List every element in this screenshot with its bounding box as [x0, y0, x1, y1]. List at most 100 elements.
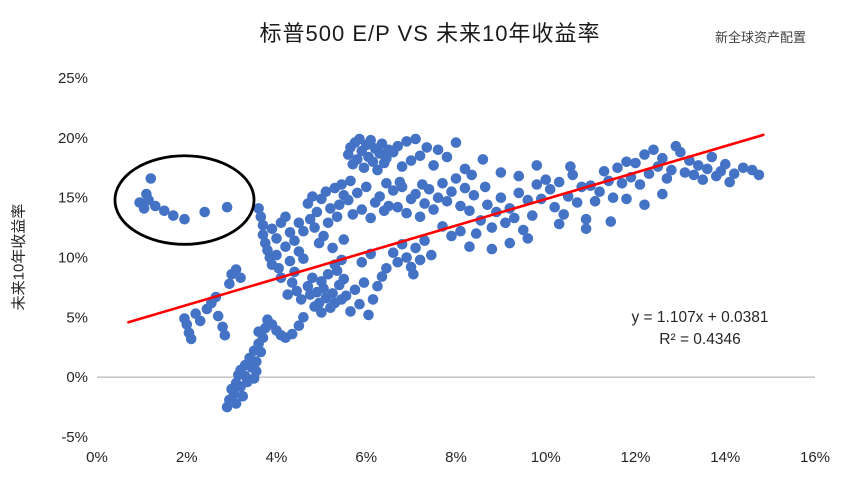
scatter-point [311, 206, 323, 218]
scatter-point [410, 188, 421, 200]
y-tick-label: 10% [58, 250, 88, 267]
scatter-point [309, 222, 320, 233]
scatter-point [255, 346, 267, 358]
trendline-equation: y = 1.107x + 0.0381 R² = 0.4346 [585, 307, 815, 351]
scatter-point [720, 158, 731, 170]
x-tick-label: 14% [710, 449, 740, 466]
annotation-ellipse [113, 154, 256, 246]
scatter-point [221, 201, 233, 213]
scatter-point [381, 178, 392, 189]
scatter-point [464, 205, 475, 217]
scatter-point [291, 285, 303, 297]
x-tick-label: 6% [355, 449, 377, 466]
scatter-point [271, 233, 282, 244]
scatter-point [322, 217, 334, 229]
scatter-point [383, 200, 395, 212]
scatter-point [327, 242, 338, 254]
scatter-point [419, 235, 430, 246]
scatter-point [565, 161, 576, 172]
scatter-point [143, 194, 154, 206]
scatter-point [414, 150, 426, 162]
scatter-point [352, 187, 363, 199]
scatter-point [531, 160, 543, 171]
scatter-point [693, 160, 704, 171]
scatter-point [401, 252, 412, 263]
scatter-point [387, 185, 399, 196]
scatter-point [289, 235, 300, 246]
scatter-point [419, 198, 430, 209]
scatter-point [365, 134, 377, 146]
scatter-point [199, 206, 210, 218]
scatter-point [702, 163, 713, 175]
x-tick-label: 10% [531, 449, 561, 466]
scatter-point [421, 142, 433, 153]
x-tick-label: 16% [800, 449, 830, 466]
scatter-point [513, 187, 525, 199]
scatter-point [338, 234, 350, 245]
scatter-point [553, 176, 565, 188]
scatter-point [616, 178, 628, 189]
scatter-point [558, 209, 569, 220]
scatter-point [257, 229, 269, 241]
x-tick-label: 0% [86, 449, 108, 466]
scatter-point [661, 173, 673, 184]
scatter-point [504, 237, 516, 249]
scatter-point [224, 278, 235, 290]
scatter-point [522, 233, 534, 244]
scatter-point [253, 326, 264, 338]
scatter-point [697, 174, 709, 185]
scatter-point [666, 164, 677, 176]
scatter-point [298, 312, 309, 323]
scatter-point [219, 330, 231, 341]
scatter-point [513, 170, 525, 182]
scatter-point [168, 210, 179, 221]
scatter-point [307, 272, 318, 284]
scatter-point [343, 194, 354, 206]
scatter-point [621, 156, 632, 168]
scatter-point [728, 168, 740, 179]
scatter-point [737, 162, 749, 174]
x-tick-label: 4% [266, 449, 288, 466]
scatter-point [237, 391, 249, 402]
scatter-point [639, 149, 650, 160]
scatter-point [376, 271, 388, 282]
scatter-point [455, 200, 466, 212]
scatter-point [544, 184, 556, 195]
scatter-point [414, 211, 426, 223]
scatter-point [358, 162, 370, 174]
trendline [127, 133, 765, 324]
scatter-point [441, 151, 453, 163]
scatter-point [313, 237, 325, 249]
scatter-point [159, 205, 170, 217]
scatter-point [327, 288, 338, 299]
scatter-point [217, 321, 228, 333]
scatter-point [549, 201, 560, 213]
scatter-point [414, 254, 426, 266]
scatter-point [724, 176, 735, 188]
scatter-point [634, 179, 646, 190]
scatter-point [571, 197, 583, 208]
scatter-point [358, 277, 370, 288]
scatter-point [482, 199, 493, 211]
chart-title: 标普500 E/P VS 未来10年收益率 [259, 21, 601, 46]
scatter-point [500, 217, 511, 229]
scatter-point [675, 146, 686, 158]
scatter-point [250, 356, 262, 367]
scatter-point [410, 242, 421, 254]
scatter-point [657, 188, 668, 200]
scatter-point [553, 218, 565, 230]
scatter-point [408, 269, 419, 280]
scatter-point [450, 137, 462, 148]
scatter-point [477, 154, 489, 165]
scatter-point [607, 192, 619, 203]
scatter-point [334, 199, 345, 211]
scatter-point [253, 203, 264, 214]
scatter-point [145, 173, 157, 184]
scatter-point [356, 204, 368, 215]
scatter-point [387, 247, 399, 258]
scatter-point [179, 213, 190, 225]
scatter-point [280, 211, 291, 223]
r-squared-line: R² = 0.4346 [659, 331, 741, 348]
scatter-point [356, 257, 368, 268]
